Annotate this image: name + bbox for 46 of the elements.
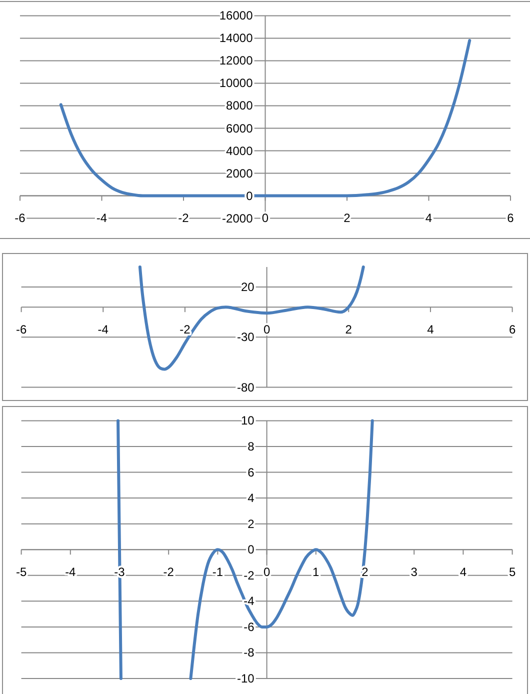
y-tick-label: 6 (248, 465, 255, 480)
y-tick-label: 20 (240, 280, 255, 294)
x-tick-label: -4 (65, 564, 76, 579)
y-tick-label: -6 (244, 620, 255, 634)
y-tick-label: 4 (248, 491, 255, 506)
x-tick-label: -2 (163, 564, 174, 579)
x-tick-label: -2 (178, 211, 190, 226)
y-tick-label: -8 (244, 646, 255, 660)
x-tick-label: 3 (410, 564, 418, 579)
x-tick-label: 4 (460, 564, 467, 579)
x-tick-label: -6 (14, 211, 26, 226)
y-tick-label: 6000 (226, 121, 254, 136)
y-tick-label: 8 (248, 439, 255, 454)
x-tick-label: 0 (263, 322, 270, 336)
y-tick-label: 14000 (219, 31, 254, 46)
y-tick-label: 10 (240, 414, 255, 428)
x-tick-label: 4 (425, 211, 432, 226)
x-tick-label: 2 (344, 211, 351, 226)
x-tick-label: -4 (98, 322, 109, 336)
x-tick-label: 1 (312, 564, 320, 579)
y-tick-label: -2000 (222, 211, 254, 226)
x-tick-label: -6 (16, 322, 27, 336)
y-tick-label: 2 (248, 516, 255, 531)
y-tick-label: 8000 (226, 98, 254, 113)
x-tick-label: 0 (262, 211, 269, 226)
x-tick-label: -4 (96, 211, 108, 226)
y-tick-label: 12000 (219, 54, 254, 68)
x-tick-label: 0 (263, 564, 270, 579)
x-tick-label: -5 (16, 564, 27, 579)
x-tick-label: 6 (507, 211, 514, 226)
x-tick-label: 2 (345, 322, 352, 336)
x-tick-label: 5 (508, 564, 516, 579)
y-tick-label: -80 (236, 380, 255, 394)
y-tick-label: 0 (248, 542, 255, 557)
x-tick-label: -1 (212, 564, 224, 579)
x-tick-label: 4 (427, 322, 434, 336)
y-tick-label: 4000 (226, 144, 254, 158)
y-tick-label: 0 (246, 188, 254, 203)
y-tick-label: -30 (236, 330, 255, 344)
y-tick-label: 10000 (219, 76, 254, 90)
line-series (138, 266, 365, 371)
x-tick-label: -2 (180, 322, 191, 336)
y-tick-label: 2000 (226, 166, 254, 180)
x-tick-label: 6 (508, 322, 516, 336)
y-tick-label: -10 (236, 672, 255, 686)
y-tick-label: 16000 (219, 8, 254, 23)
